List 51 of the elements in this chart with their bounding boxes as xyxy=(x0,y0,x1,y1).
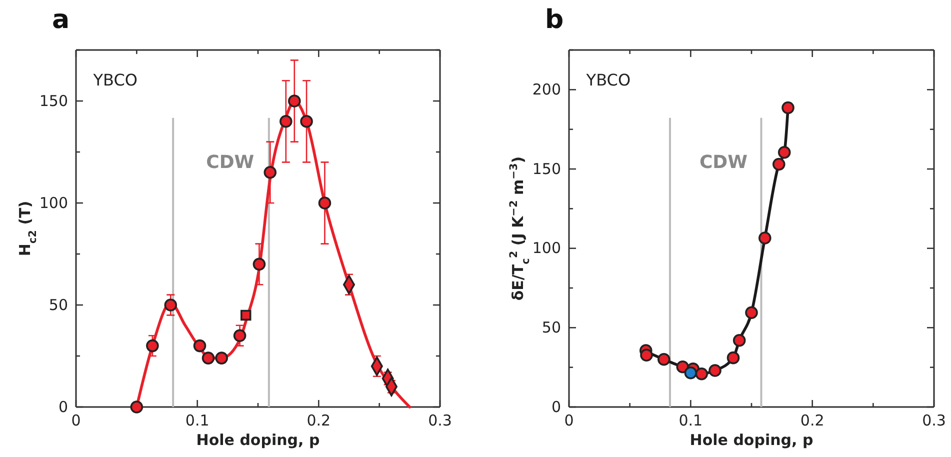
point xyxy=(782,101,794,114)
point xyxy=(264,166,277,179)
y-tick-label: 50 xyxy=(542,318,561,336)
chart-title: b xyxy=(545,5,564,35)
point xyxy=(726,351,740,364)
point xyxy=(193,339,206,352)
point xyxy=(300,115,313,128)
point xyxy=(778,146,791,159)
point xyxy=(772,158,786,171)
x-tick-label: 0.2 xyxy=(306,412,331,430)
point xyxy=(708,364,722,377)
point xyxy=(758,232,772,244)
chart-title: a xyxy=(52,5,70,35)
point xyxy=(288,94,301,108)
annotation: CDW xyxy=(206,152,254,173)
y-tick-label: 150 xyxy=(532,160,561,178)
annotation: CDW xyxy=(699,152,748,173)
point xyxy=(658,353,670,366)
x-tick-label: 0.3 xyxy=(922,412,946,430)
point xyxy=(215,352,228,364)
x-tick-label: 0.1 xyxy=(185,412,210,430)
point xyxy=(202,352,215,364)
point xyxy=(732,334,746,347)
y-tick-label: 0 xyxy=(551,398,561,416)
point xyxy=(252,258,266,271)
point xyxy=(130,400,144,414)
x-tick-label: 0.2 xyxy=(800,412,824,430)
point xyxy=(233,329,246,342)
x-axis-title: Hole doping, p xyxy=(690,431,814,449)
point xyxy=(684,366,698,380)
point xyxy=(146,339,159,352)
x-tick-label: 0 xyxy=(71,412,81,430)
point xyxy=(640,348,653,362)
y-tick-label: 0 xyxy=(58,398,68,416)
y-tick-label: 200 xyxy=(532,80,561,98)
y-tick-label: 100 xyxy=(39,194,68,212)
x-tick-label: 0.3 xyxy=(428,412,452,430)
x-tick-label: 0.1 xyxy=(678,412,703,430)
point xyxy=(695,367,708,380)
y-tick-label: 100 xyxy=(532,239,561,258)
y-tick-label: 150 xyxy=(39,92,68,110)
y-tick-label: 50 xyxy=(48,296,68,314)
point xyxy=(164,298,178,312)
point xyxy=(318,196,332,210)
annotation: YBCO xyxy=(92,70,138,90)
x-tick-label: 0 xyxy=(564,412,574,430)
point xyxy=(240,310,252,321)
annotation: YBCO xyxy=(585,70,631,90)
x-axis-title: Hole doping, p xyxy=(196,431,320,449)
point xyxy=(745,306,758,319)
point xyxy=(280,115,292,128)
